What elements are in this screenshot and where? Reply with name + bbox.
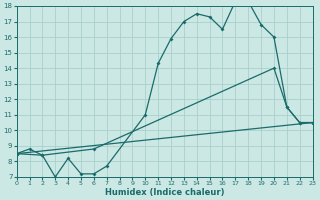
X-axis label: Humidex (Indice chaleur): Humidex (Indice chaleur) [105, 188, 224, 197]
